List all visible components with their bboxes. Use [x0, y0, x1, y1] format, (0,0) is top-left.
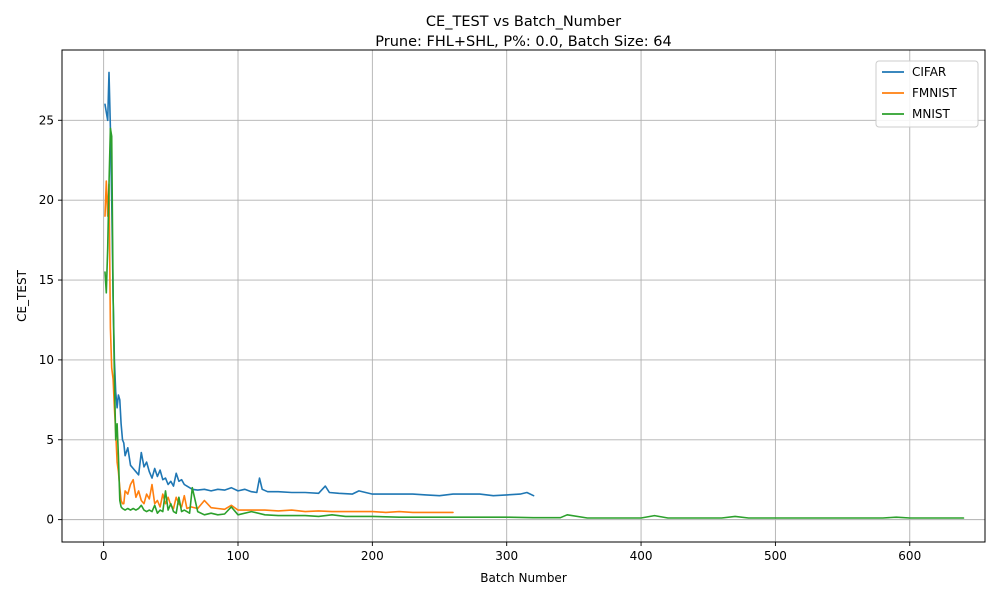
x-tick-label: 500 [764, 549, 787, 563]
y-axis-label: CE_TEST [15, 269, 29, 321]
x-tick-label: 400 [630, 549, 653, 563]
x-tick-label: 200 [361, 549, 384, 563]
x-tick-label: 100 [227, 549, 250, 563]
y-tick-label: 25 [39, 113, 54, 127]
chart-title: CE_TEST vs Batch_Number [426, 14, 621, 30]
x-tick-label: 300 [495, 549, 518, 563]
legend-label-fmnist: FMNIST [912, 86, 957, 100]
legend-label-mnist: MNIST [912, 107, 950, 121]
y-tick-label: 15 [39, 273, 54, 287]
legend: CIFAR FMNIST MNIST [875, 60, 979, 128]
y-tick-label: 10 [39, 353, 54, 367]
legend-label-cifar: CIFAR [912, 65, 946, 79]
series-line-mnist [104, 127, 965, 519]
axes-frame [61, 49, 986, 543]
series-line-cifar [104, 71, 535, 497]
series-lines [104, 71, 965, 519]
y-tick-label: 0 [46, 513, 54, 527]
x-tick-label: 600 [898, 549, 921, 563]
x-axis-label: Batch Number [480, 571, 567, 585]
grid [62, 50, 985, 542]
legend-box [875, 60, 979, 128]
y-tick-label: 20 [39, 193, 54, 207]
y-tick-label: 5 [46, 433, 54, 447]
ticks: 0 100 200 300 400 500 600 0 5 10 15 20 25 [39, 113, 921, 563]
x-tick-label: 0 [100, 549, 108, 563]
chart-subtitle: Prune: FHL+SHL, P%: 0.0, Batch Size: 64 [375, 34, 671, 50]
